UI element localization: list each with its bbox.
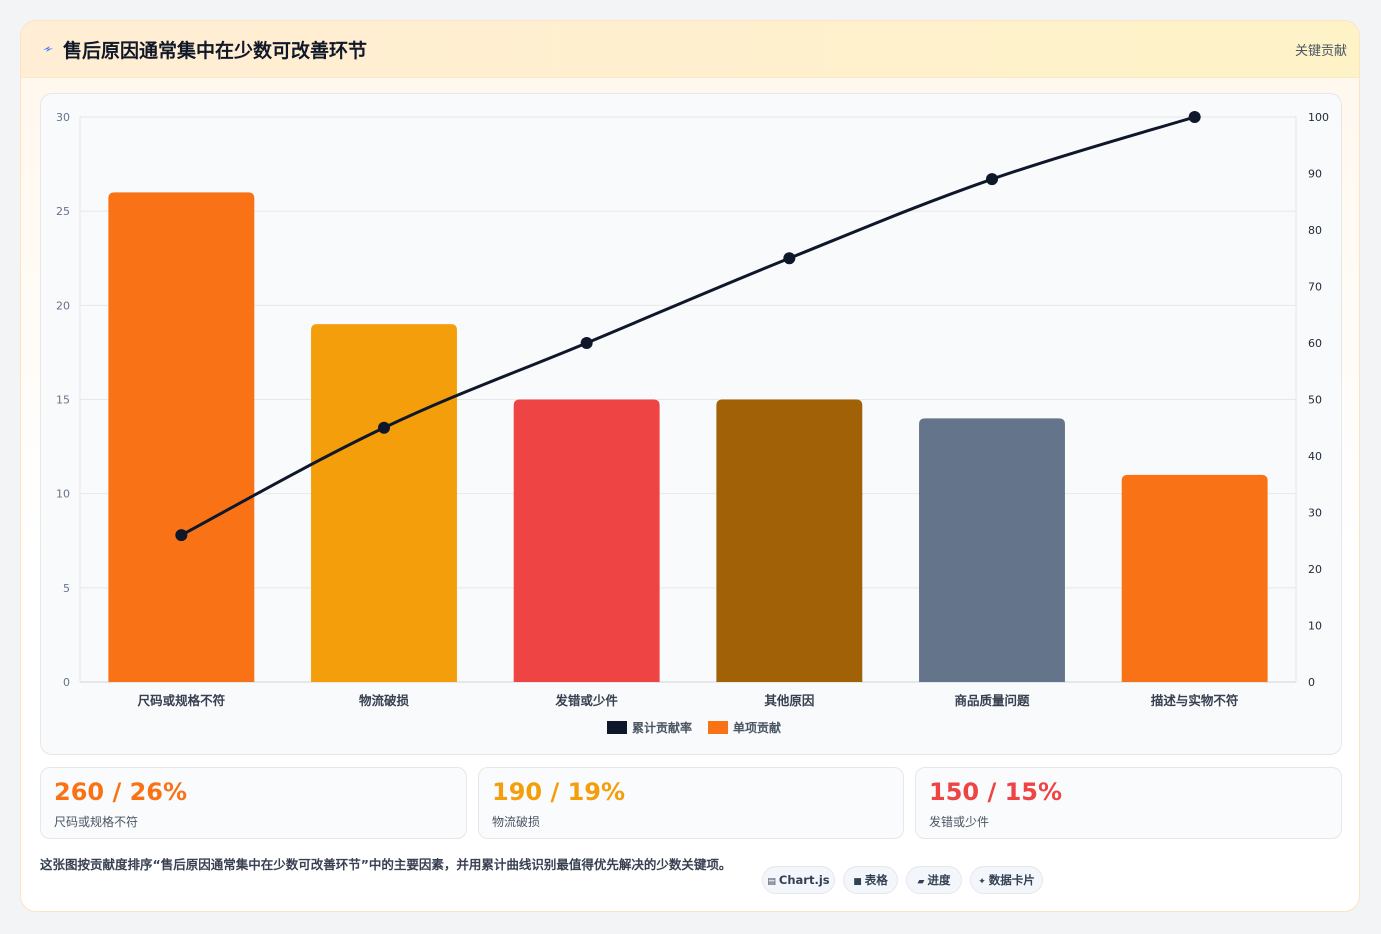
y-tick-left: 15 xyxy=(56,394,70,407)
y-tick-right: 0 xyxy=(1308,676,1315,689)
card-header: 售后原因通常集中在少数可改善环节 关键贡献 xyxy=(21,21,1359,78)
cumulative-point xyxy=(986,173,998,186)
pill-table[interactable]: ■ 表格 xyxy=(843,866,898,894)
bar xyxy=(513,399,660,682)
cumulative-point xyxy=(1188,111,1201,123)
cumulative-point xyxy=(580,337,593,349)
card-title: 售后原因通常集中在少数可改善环节 xyxy=(63,40,368,62)
pill-label: 数据卡片 xyxy=(988,873,1035,887)
bar xyxy=(108,192,255,682)
pill-progress[interactable]: ▰ 进度 xyxy=(906,866,962,894)
y-tick-right: 10 xyxy=(1308,620,1322,633)
y-tick-right: 30 xyxy=(1308,507,1322,520)
pareto-chart: 0 5 10 15 20 25 30 0 10 20 30 40 50 60 70 80 90 100 尺码或规格不… xyxy=(56,111,1329,735)
y-tick-left: 20 xyxy=(56,299,70,312)
x-tick-label: 尺码或规格不符 xyxy=(138,693,226,708)
y-tick-right: 80 xyxy=(1308,224,1322,237)
pill-label: 表格 xyxy=(864,873,888,887)
stat-value-2: 190 / 19% xyxy=(492,778,626,806)
bar xyxy=(1121,474,1268,682)
chart-description: 这张图按贡献度排序“售后原因通常集中在少数可改善环节”中的主要因素，并用累计曲线… xyxy=(40,857,732,872)
legend-swatch xyxy=(607,721,627,734)
sparkle-icon: ✦ xyxy=(978,877,986,887)
y-tick-left: 5 xyxy=(63,582,70,595)
chart-icon: ▤ xyxy=(767,877,776,887)
bar xyxy=(919,418,1065,682)
y-tick-right: 100 xyxy=(1308,111,1329,124)
pill-label: 进度 xyxy=(927,873,951,887)
progress-icon: ▰ xyxy=(917,877,925,887)
stat-label-2: 物流破损 xyxy=(492,815,541,829)
pill-data-card[interactable]: ✦ 数据卡片 xyxy=(970,866,1043,894)
y-tick-right: 40 xyxy=(1308,450,1322,463)
stat-card-3: 150 / 15% 发错或少件 xyxy=(915,767,1342,839)
x-tick-label: 描述与实物不符 xyxy=(1151,693,1239,708)
y-tick-left: 30 xyxy=(56,111,70,124)
x-tick-label: 其他原因 xyxy=(764,693,814,708)
stat-value-1: 260 / 26% xyxy=(54,778,188,806)
table-icon: ■ xyxy=(853,877,862,887)
stat-label-3: 发错或少件 xyxy=(929,815,990,829)
cumulative-line xyxy=(180,115,1196,537)
y-tick-left: 0 xyxy=(63,676,70,689)
y-tick-right: 90 xyxy=(1308,168,1322,181)
pill-chartjs[interactable]: ▤ Chart.js xyxy=(762,866,835,894)
header-tag: 关键贡献 xyxy=(1294,44,1347,59)
cumulative-point xyxy=(783,252,796,265)
stat-label-1: 尺码或规格不符 xyxy=(54,815,139,829)
y-tick-left: 10 xyxy=(56,488,70,501)
bar xyxy=(311,324,457,682)
y-tick-right: 50 xyxy=(1308,394,1322,407)
legend-label: 累计贡献率 xyxy=(632,720,692,735)
chart-card: 售后原因通常集中在少数可改善环节 关键贡献 0 5 10 15 20 25 30 0 10 20 3… xyxy=(20,20,1360,912)
pill-label: Chart.js xyxy=(778,873,830,887)
legend-swatch xyxy=(708,721,729,734)
y-tick-right: 60 xyxy=(1308,337,1322,350)
y-tick-left: 25 xyxy=(56,205,70,218)
lightning-icon xyxy=(43,46,53,52)
x-tick-label: 物流破损 xyxy=(359,693,410,708)
stat-card-1: 260 / 26% 尺码或规格不符 xyxy=(40,767,467,839)
chart-panel: 0 5 10 15 20 25 30 0 10 20 30 40 50 60 70 80 90 100 尺码或规格不… xyxy=(40,93,1342,755)
x-tick-label: 发错或少件 xyxy=(554,693,618,708)
y-tick-right: 70 xyxy=(1308,281,1322,294)
stat-card-2: 190 / 19% 物流破损 xyxy=(478,767,904,839)
cumulative-point xyxy=(175,529,188,542)
bar xyxy=(716,399,863,682)
x-tick-label: 商品质量问题 xyxy=(954,693,1030,708)
y-tick-right: 20 xyxy=(1308,563,1322,576)
stat-value-3: 150 / 15% xyxy=(929,778,1063,806)
cumulative-point xyxy=(378,421,390,434)
legend-label: 单项贡献 xyxy=(733,720,781,735)
